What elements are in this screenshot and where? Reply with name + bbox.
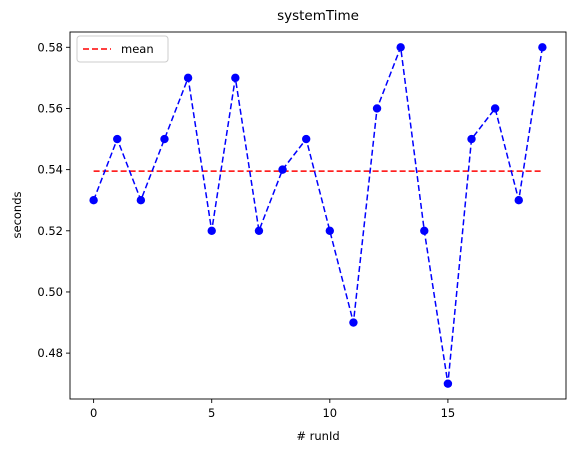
legend-mean-label: mean	[121, 42, 154, 56]
data-point	[183, 73, 193, 83]
y-tick-label: 0.54	[37, 163, 63, 177]
x-tick-label: 10	[322, 406, 337, 420]
data-point	[325, 226, 335, 235]
series-line	[92, 47, 544, 384]
y-tick-label: 0.56	[37, 101, 63, 115]
x-axis-label: # runId	[296, 429, 339, 443]
y-axis-label: seconds	[10, 191, 24, 238]
data-point	[490, 104, 500, 113]
axes-frame	[69, 31, 567, 400]
y-axis: 0.48 0.50 0.52 0.54 0.56 0.58	[37, 40, 70, 360]
data-point	[89, 196, 98, 205]
legend: mean	[76, 35, 169, 63]
x-tick-label: 0	[90, 406, 97, 420]
data-point	[372, 104, 382, 113]
chart-title: systemTime	[277, 8, 359, 24]
data-point	[538, 43, 547, 52]
y-tick-label: 0.48	[37, 346, 63, 360]
data-point	[231, 73, 240, 83]
data-point	[420, 226, 429, 235]
data-point	[113, 134, 122, 144]
x-axis: 0 5 10 15	[90, 399, 455, 420]
plot-area	[89, 43, 547, 388]
legend-box	[76, 35, 169, 63]
data-point	[160, 134, 169, 144]
data-point	[443, 379, 453, 388]
y-tick-label: 0.58	[37, 40, 63, 54]
data-point	[514, 196, 523, 205]
data-point	[207, 226, 216, 235]
x-tick-label: 15	[441, 406, 456, 420]
data-point	[301, 134, 311, 144]
data-point	[136, 196, 146, 205]
data-point	[467, 134, 476, 144]
y-tick-label: 0.52	[37, 224, 63, 238]
data-point	[254, 226, 264, 235]
x-tick-label: 5	[208, 406, 215, 420]
data-point	[349, 318, 358, 327]
data-point	[396, 43, 405, 52]
y-tick-label: 0.50	[37, 285, 63, 299]
data-point	[278, 165, 287, 174]
